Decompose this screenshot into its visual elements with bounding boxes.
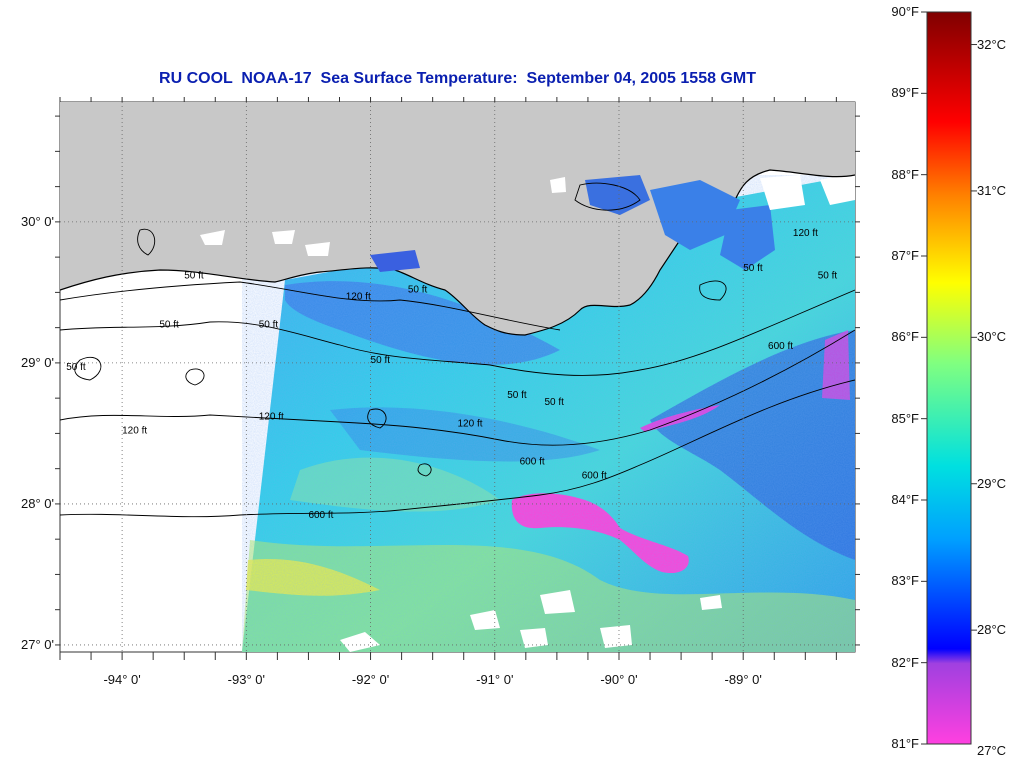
contour-label: 600 ft	[768, 341, 793, 352]
lon-label: -90° 0'	[600, 672, 638, 687]
contour-label: 600 ft	[308, 510, 333, 521]
lon-label: -89° 0'	[724, 672, 762, 687]
axis-ticks	[55, 97, 860, 660]
colorbar-f-label: 85°F	[891, 410, 919, 426]
contour-label: 50 ft	[66, 362, 86, 373]
contour-label: 600 ft	[520, 456, 545, 467]
colorbar-f-label: 82°F	[891, 654, 919, 670]
contour-label: 50 ft	[544, 397, 564, 408]
colorbar-f-label: 90°F	[891, 4, 919, 19]
colorbar-c-label: 29°C	[977, 475, 1007, 491]
colorbar-f-label: 81°F	[891, 736, 919, 751]
contour-label: 50 ft	[371, 355, 391, 366]
colorbar-f-label: 88°F	[891, 166, 919, 182]
lat-label: 27° 0'	[21, 636, 54, 652]
map-title: RU COOL NOAA-17 Sea Surface Temperature:…	[159, 70, 756, 87]
contour-label: 120 ft	[458, 418, 483, 429]
graticule	[60, 102, 855, 652]
contour-label: 50 ft	[507, 390, 527, 401]
colorbar-f-label: 89°F	[891, 85, 919, 101]
colorbar-c-label: 28°C	[977, 622, 1007, 638]
colorbar-c-label: 27°C	[977, 743, 1007, 758]
colorbar-c-label: 32°C	[977, 36, 1007, 52]
colorbar	[926, 11, 972, 745]
bathymetry-contours	[60, 182, 855, 518]
contour-labels: 50 ft 50 ft 50 ft 120 ft 50 ft 50 ft 120 ft 120…	[66, 228, 837, 521]
colorbar-c-label: 30°C	[977, 329, 1007, 345]
colorbar-f-label: 84°F	[891, 492, 919, 507]
colorbar-c-label: 31°C	[977, 182, 1007, 198]
contour-label: 120 ft	[793, 228, 818, 239]
contour-label: 120 ft	[346, 291, 371, 302]
lon-label: -93° 0'	[227, 672, 265, 687]
contour-label: 120 ft	[259, 411, 284, 422]
marsh-areas	[200, 175, 805, 272]
contour-label: 50 ft	[159, 320, 179, 331]
contour-label: 600 ft	[582, 471, 607, 482]
contour-label: 50 ft	[818, 270, 838, 281]
contour-label: 50 ft	[743, 263, 763, 274]
lat-label: 30° 0'	[21, 213, 54, 229]
lon-label: -92° 0'	[351, 672, 390, 687]
lon-label: -91° 0'	[476, 672, 514, 687]
colorbar-f-label: 86°F	[891, 329, 919, 345]
contour-label: 120 ft	[122, 425, 147, 436]
lon-label: -94° 0'	[103, 672, 141, 687]
colorbar-ticks	[921, 11, 977, 745]
contour-label: 50 ft	[184, 270, 204, 281]
cloud-gaps	[340, 172, 855, 652]
contour-label: 50 ft	[259, 320, 279, 331]
lat-label: 29° 0'	[21, 354, 54, 370]
lat-label: 28° 0'	[21, 495, 54, 511]
colorbar-f-label: 87°F	[891, 248, 919, 263]
colorbar-f-label: 83°F	[891, 573, 919, 589]
contour-label: 50 ft	[408, 284, 428, 295]
